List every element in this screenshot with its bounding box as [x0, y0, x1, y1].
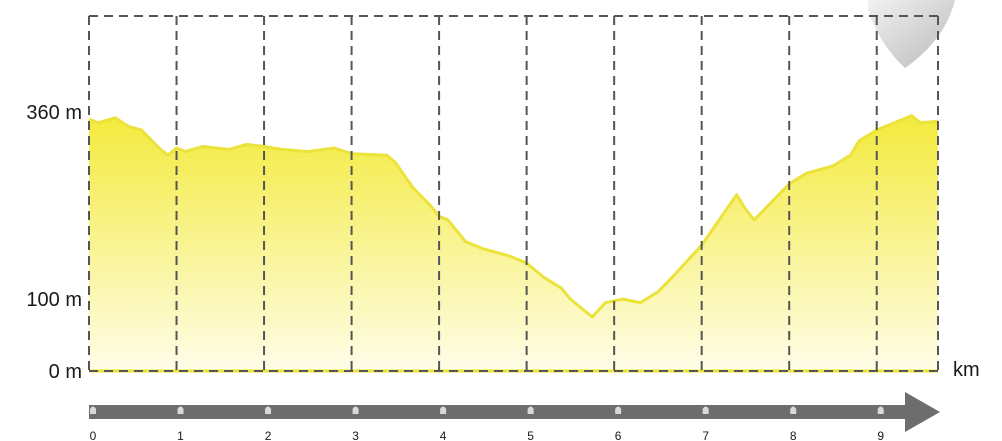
x-tick-marker-icon	[527, 406, 534, 414]
x-tick-label: 2	[265, 429, 272, 441]
x-tick-label: 8	[790, 429, 797, 441]
x-tick-label: 1	[177, 429, 184, 441]
x-tick-marker-icon	[352, 406, 359, 414]
x-tick-marker-icon	[877, 406, 884, 414]
x-tick-marker-icon	[265, 406, 272, 414]
x-axis-labels: 0 1 2 3 4 5 6 7 8 9	[90, 406, 884, 441]
x-tick-label: 7	[702, 429, 709, 441]
y-tick-label: 100 m	[26, 289, 82, 311]
x-tick-label: 4	[440, 429, 447, 441]
x-tick-marker-icon	[177, 406, 184, 414]
x-tick-marker-icon	[615, 406, 622, 414]
y-tick-label: 360 m	[26, 102, 82, 124]
x-tick-marker-icon	[440, 406, 447, 414]
x-tick-marker-icon	[702, 406, 709, 414]
x-axis-unit-label: km	[953, 359, 980, 381]
x-tick-label: 6	[615, 429, 622, 441]
plot-area	[88, 114, 939, 373]
y-tick-label: 0 m	[49, 361, 82, 383]
x-tick-label: 0	[90, 429, 97, 441]
x-tick-marker-icon	[790, 406, 797, 414]
x-tick-marker-icon	[90, 406, 96, 414]
x-tick-label: 5	[527, 429, 534, 441]
axis-arrow-icon	[89, 392, 940, 432]
x-tick-label: 3	[352, 429, 359, 441]
elevation-area	[89, 115, 938, 371]
x-tick-label: 9	[877, 429, 884, 441]
decorative-corner-shape	[868, 0, 955, 68]
y-axis-labels: 0 m 100 m 360 m	[26, 102, 82, 383]
grid-lines	[88, 15, 939, 372]
distance-axis-arrow	[89, 392, 940, 432]
